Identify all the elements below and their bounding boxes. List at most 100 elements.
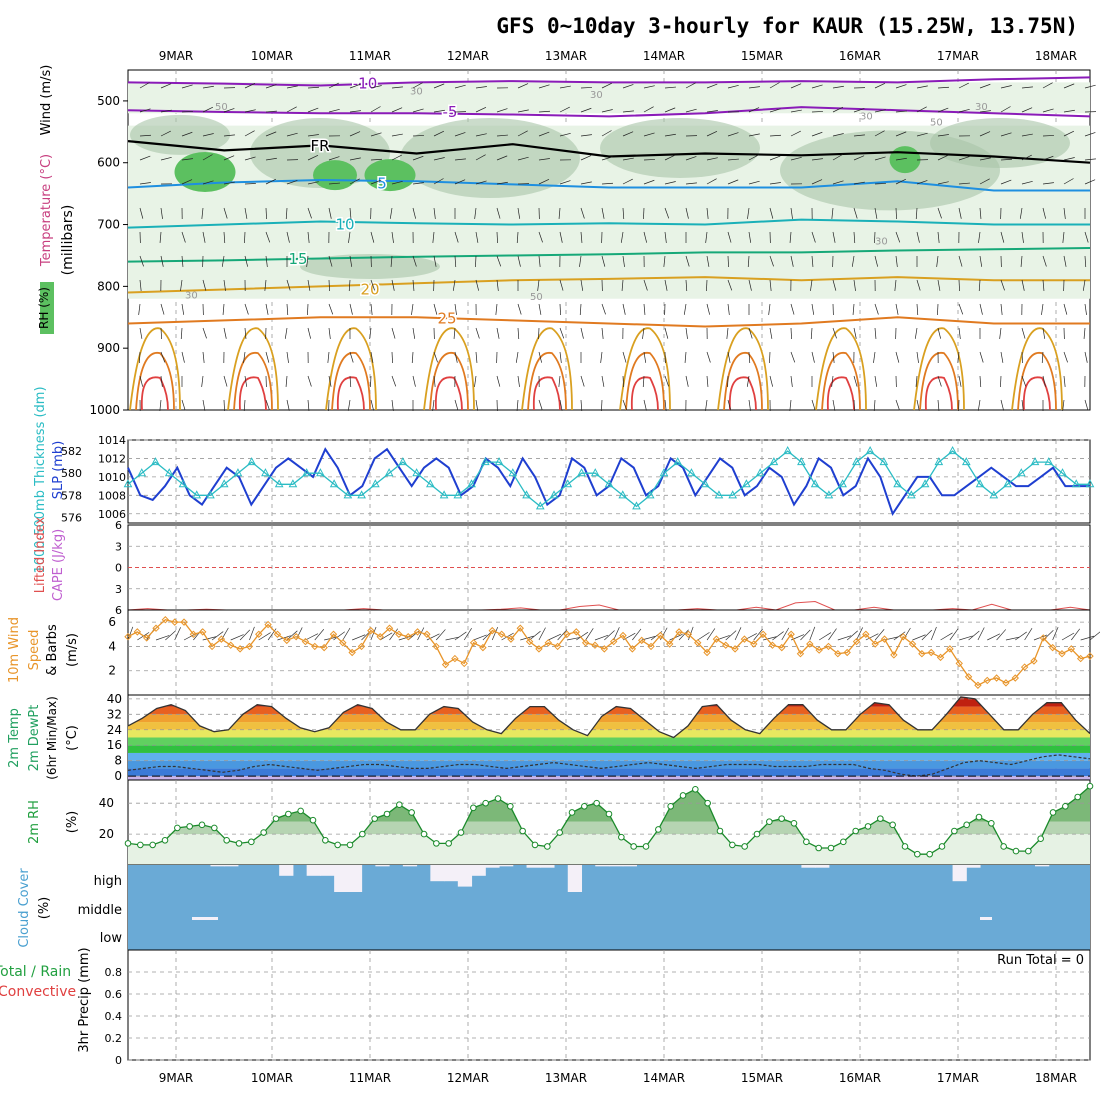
wind-barb <box>940 632 953 641</box>
wind-speed-point <box>497 630 506 638</box>
wind-speed-point <box>759 630 767 638</box>
wind-barb <box>352 634 366 641</box>
wind-barb <box>832 133 844 137</box>
thickness-point <box>467 479 476 488</box>
wind-barb <box>958 375 962 387</box>
cloud-middle-bar <box>192 917 218 920</box>
wind-barb <box>202 351 205 363</box>
wind-barb <box>601 327 604 339</box>
wind-barb <box>328 303 334 315</box>
minmax-label: (6hr Min/Max) <box>45 696 59 780</box>
warm-contour <box>913 327 965 411</box>
wind-barb <box>874 231 876 244</box>
wind-barb <box>895 351 900 363</box>
wind-barb <box>874 109 886 113</box>
wind-barb <box>664 133 676 137</box>
wind-barb <box>811 399 816 411</box>
wind-barb <box>1063 157 1075 161</box>
wind-speed-point <box>899 633 907 641</box>
wind-barb <box>1084 231 1089 243</box>
wind-barb <box>1019 207 1023 219</box>
wind-speed-point <box>768 641 777 649</box>
wind-barb <box>433 157 445 161</box>
wind-barb <box>685 207 689 219</box>
wind-barb <box>837 635 852 641</box>
wind-barb <box>496 327 500 339</box>
rh-point <box>840 838 847 846</box>
wind-barb <box>181 399 186 411</box>
precip-tick-label: 0.4 <box>105 1010 123 1023</box>
cloud-high-bar <box>499 865 514 867</box>
wind-barb <box>811 158 823 161</box>
wind-barb <box>921 629 933 641</box>
wind-barb <box>874 130 885 137</box>
wind-barb <box>937 231 940 243</box>
wind-speed-point <box>1002 679 1010 687</box>
wind-barb <box>433 83 445 89</box>
precip-panel: 0 0.2 0.4 0.6 0.8 Run Total = 0 3hr Precip (mm… <box>0 947 1091 1067</box>
wind-speed-point <box>348 648 356 657</box>
wind-speed-point <box>750 640 758 648</box>
wind-barb <box>433 255 437 267</box>
wind-barb <box>222 303 225 315</box>
wind-barb <box>685 82 696 89</box>
wind-barb <box>706 131 718 137</box>
wind-barb <box>853 327 857 339</box>
wind-barb <box>1021 231 1024 243</box>
wind-speed-point <box>992 674 1001 682</box>
rh-point <box>383 810 391 818</box>
cloud-high-bar <box>402 865 418 867</box>
slp-thickness-panel: 1006 1008 1010 1012 1014 576 578 580 582 1000-500… <box>33 386 1095 574</box>
wind-speed-point <box>311 642 319 651</box>
wind-barb <box>496 375 501 387</box>
temperature-tick-label: 40 <box>107 692 122 706</box>
wind-speed-point <box>385 624 394 632</box>
warm-contour <box>527 351 567 411</box>
wind-barb <box>558 207 561 219</box>
wind-barb <box>873 399 876 411</box>
wind-barb <box>244 130 255 137</box>
wind-speed-point <box>778 643 786 652</box>
wind-barb <box>748 180 760 185</box>
wind-barb <box>874 629 885 641</box>
wind-barb <box>559 85 571 89</box>
rh-point <box>741 843 748 850</box>
wind-barb <box>307 86 319 89</box>
wind-barb <box>223 108 235 113</box>
temperature-band <box>128 745 1090 753</box>
thickness-point <box>632 501 641 510</box>
wind-barb <box>412 82 423 89</box>
wind-barb <box>538 84 550 89</box>
rh-point <box>260 829 267 836</box>
bottom-date-label: 17MAR <box>937 1071 979 1085</box>
wind-barb <box>475 351 478 363</box>
wind-barb <box>1021 327 1026 339</box>
rh-point <box>211 824 218 832</box>
top-date-label: 11MAR <box>349 49 391 63</box>
wind-barb <box>895 157 907 161</box>
y-tick-label: 900 <box>97 341 120 355</box>
wind-barb <box>180 279 183 291</box>
wind-barb <box>800 629 811 641</box>
cloud-high-bar <box>320 865 335 876</box>
thickness-tick-label: 578 <box>61 489 82 502</box>
wind-barb <box>165 630 176 641</box>
wind-barb <box>370 399 375 411</box>
top-date-label: 13MAR <box>545 49 587 63</box>
wind-barb <box>790 130 801 137</box>
wind-barb <box>412 207 417 219</box>
wind-barb <box>267 628 277 641</box>
rh-point <box>161 836 169 844</box>
thickness-point <box>522 490 531 499</box>
wind-barb <box>1063 207 1066 219</box>
thickness-point <box>824 490 834 499</box>
wind-speed-point <box>133 628 142 636</box>
wind-barb <box>379 632 393 641</box>
wind-barb <box>305 633 319 641</box>
y-tick-label: 1000 <box>89 403 120 417</box>
warm-contour <box>423 327 475 411</box>
wind-barb <box>685 156 697 161</box>
wind-barb <box>160 327 162 340</box>
rh-point <box>408 809 415 816</box>
wind-barb <box>912 634 926 641</box>
